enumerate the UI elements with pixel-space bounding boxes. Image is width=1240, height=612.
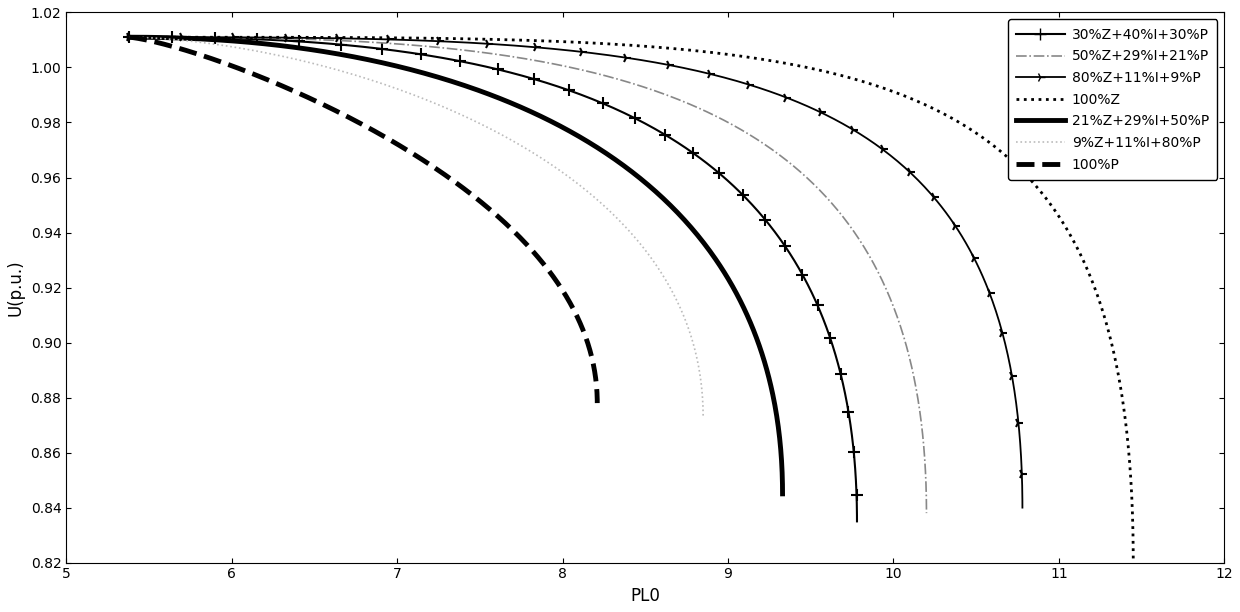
X-axis label: PL0: PL0 <box>630 587 660 605</box>
Legend: 30%Z+40%I+30%P, 50%Z+29%I+21%P, 80%Z+11%I+9%P, 100%Z, 21%Z+29%I+50%P, 9%Z+11%I+8: 30%Z+40%I+30%P, 50%Z+29%I+21%P, 80%Z+11%… <box>1008 20 1218 180</box>
Y-axis label: U(p.u.): U(p.u.) <box>7 259 25 316</box>
